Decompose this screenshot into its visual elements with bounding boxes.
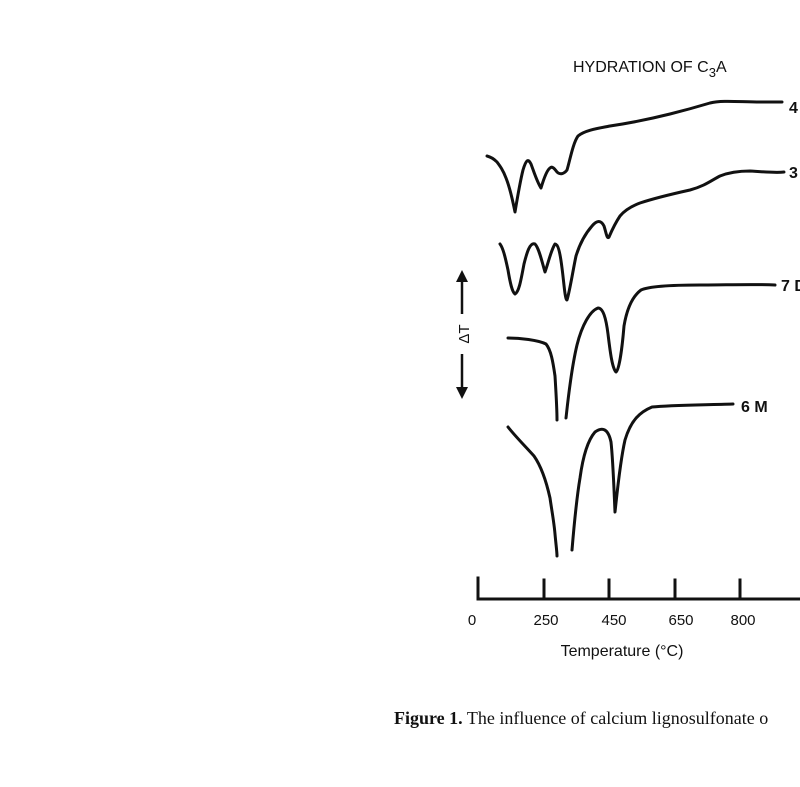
- arrow-down-icon: [456, 387, 468, 399]
- x-tick-label: 650: [668, 612, 693, 629]
- curve-label-4: 4: [789, 100, 798, 117]
- x-tick-label: 450: [601, 612, 626, 629]
- dta-curve-7d: [506, 283, 777, 422]
- delta-t-scale: ΔT: [456, 270, 473, 399]
- figure-caption-label: Figure 1.: [394, 708, 463, 728]
- figure-caption-text: The influence of calcium lignosulfonate …: [462, 708, 769, 728]
- figure-caption: Figure 1. The influence of calcium ligno…: [394, 708, 800, 729]
- x-axis-label: Temperature (°C): [561, 643, 684, 660]
- dta-curve-6m: [506, 402, 735, 558]
- curve-label-6m: 6 M: [741, 399, 768, 416]
- chart-title: HYDRATION OF C3A: [573, 59, 727, 80]
- x-tick-label: 800: [730, 612, 755, 629]
- x-axis-ticks: 0 250 450 650 800: [468, 576, 756, 629]
- x-tick-label: 250: [533, 612, 558, 629]
- dta-curve-4: [485, 99, 784, 214]
- x-tick-label: 0: [468, 612, 476, 629]
- curve-label-3: 3: [789, 165, 798, 182]
- dta-curve-3: [498, 169, 786, 302]
- arrow-up-icon: [456, 270, 468, 282]
- curve-label-7d: 7 D: [781, 278, 800, 295]
- y-axis-label: ΔT: [456, 324, 473, 343]
